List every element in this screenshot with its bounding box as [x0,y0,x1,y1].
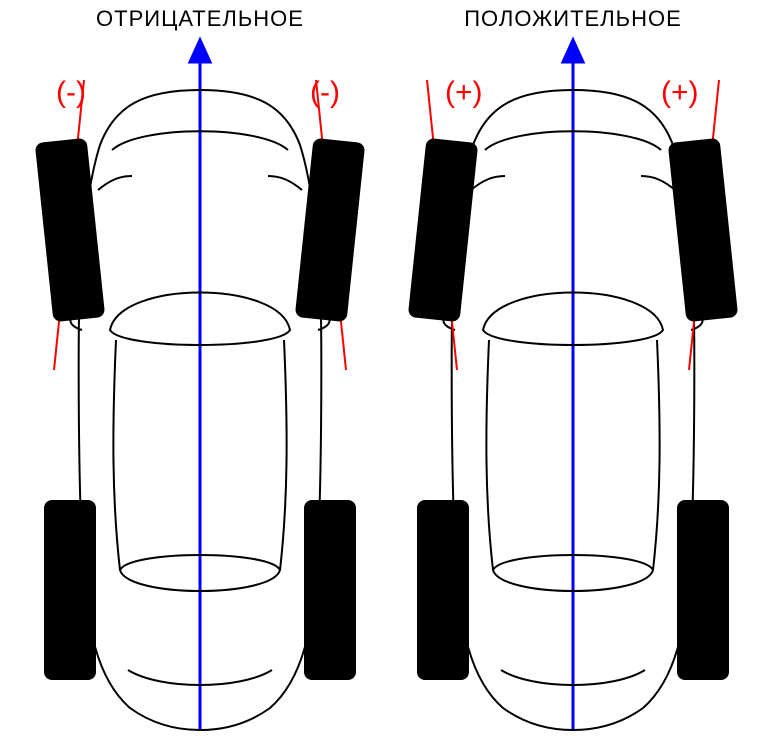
symbol-right: (-) [310,76,340,109]
rear-wheel-left [417,500,469,680]
car-svg-negative: (-) (-) [20,30,380,750]
panel-negative: ОТРИЦАТЕЛЬНОЕ [20,0,380,750]
symbol-left: (+) [445,76,483,109]
front-wheel-right [668,138,739,322]
title-negative: ОТРИЦАТЕЛЬНОЕ [20,6,380,32]
diagram-root: ОТРИЦАТЕЛЬНОЕ [0,0,773,750]
rear-wheel-right [304,500,356,680]
center-arrow [563,40,583,730]
front-wheel-left [408,138,479,322]
rear-wheel-left [44,500,96,680]
center-arrow [190,40,210,730]
symbol-left: (-) [56,76,86,109]
car-svg-positive: (+) (+) [393,30,753,750]
symbol-right: (+) [661,76,699,109]
panel-positive: ПОЛОЖИТЕЛЬНОЕ [393,0,753,750]
rear-wheel-right [677,500,729,680]
title-positive: ПОЛОЖИТЕЛЬНОЕ [393,6,753,32]
